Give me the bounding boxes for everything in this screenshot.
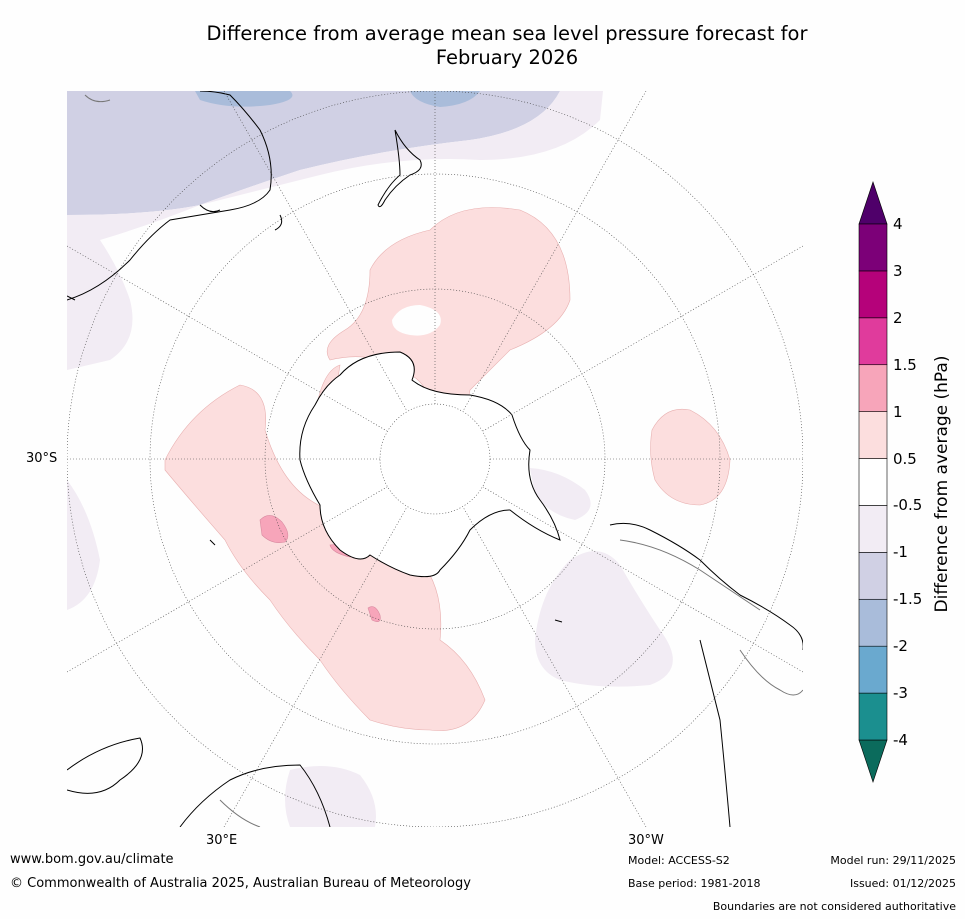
footer-copyright: © Commonwealth of Australia 2025, Austra… [10,876,471,891]
colorbar [858,181,888,783]
colorbar-segment [858,364,888,412]
map-title-line2: February 2026 [435,46,579,69]
lon-label-30w: 30°W [628,833,664,848]
colorbar-tick-label: 3 [893,261,903,280]
anomaly-region-neg1 [67,91,560,215]
antarctica-coastline [299,351,561,578]
footer-disclaimer: Boundaries are not considered authoritat… [712,900,956,913]
colorbar-segment [858,692,888,741]
anomaly-region-neg0-5-east [535,551,673,687]
colorbar-tick-label: 1 [893,402,903,421]
colorbar-under-triangle [858,739,888,783]
colorbar-tick-label: 0.5 [893,449,917,468]
borders [84,94,803,827]
anomaly-hole [392,305,441,336]
colorbar-tick-label: -0.5 [893,496,923,515]
colorbar-title: Difference from average (hPa) [932,355,952,613]
colorbar-segment [858,270,888,319]
colorbar-segment [858,411,888,459]
coastlines [67,91,803,827]
lat-label-30s: 30°S [26,451,58,466]
colorbar-segment [858,505,888,553]
colorbar-tick-label: 2 [893,308,903,327]
map-title-line1: Difference from average mean sea level p… [206,22,808,45]
lon-label-30e: 30°E [206,833,238,848]
anomaly-region-neg0-5-sw [67,480,376,827]
colorbar-tick-label: 1.5 [893,355,917,374]
colorbar-segment [858,458,888,506]
colorbar-segment [858,645,888,694]
colorbar-segment [858,317,888,366]
colorbar-segment [858,552,888,600]
colorbar-segment [858,598,888,647]
footer-issued: Issued: 01/12/2025 [849,877,956,890]
anomaly-region-neg0-5-ne [530,468,591,520]
colorbar-tick-label: -1.5 [893,590,923,609]
footer-url[interactable]: www.bom.gov.au/climate [10,852,174,867]
graticule [67,91,803,827]
anomaly-region-pos0-5-east [650,408,731,506]
anomaly-region-neg1-5 [195,91,480,107]
map-title: Difference from average mean sea level p… [0,22,965,70]
anomaly-region-neg1-b [67,91,603,370]
footer-base-period: Base period: 1981-2018 [628,877,761,890]
colorbar-tick-label: -2 [893,637,908,656]
colorbar-over-triangle [858,181,888,225]
colorbar-tick-label: -1 [893,543,908,562]
colorbar-segment [858,223,888,272]
colorbar-tick-label: -3 [893,684,908,703]
colorbar-tick-label: 4 [893,215,903,233]
colorbar-tick-label: -4 [893,731,908,749]
footer-model: Model: ACCESS-S2 [628,854,730,867]
footer-model-run: Model run: 29/11/2025 [830,854,956,867]
